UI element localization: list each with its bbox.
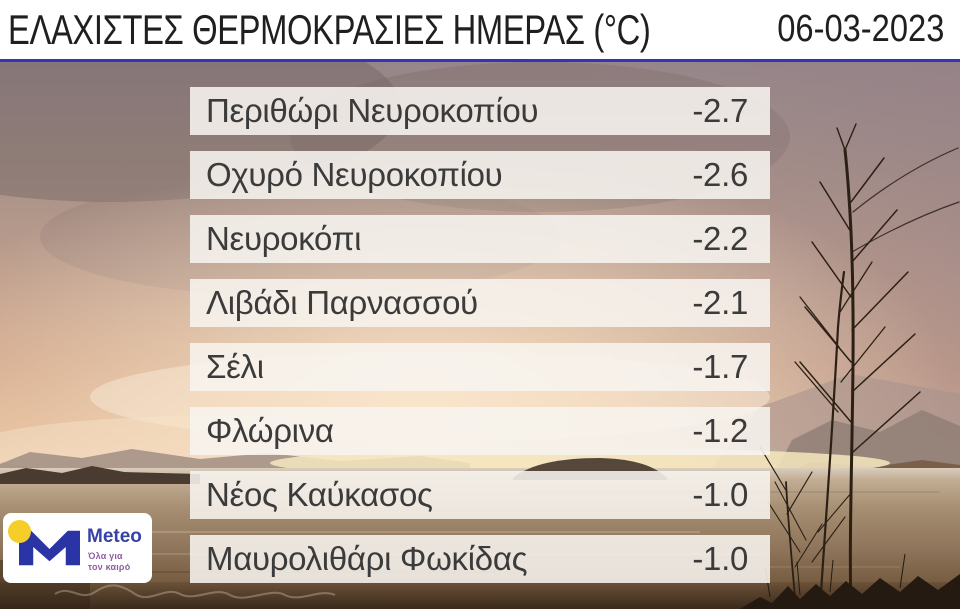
temperature-value: -1.2 <box>692 412 748 449</box>
watermark-script <box>54 584 336 599</box>
date-label: 06-03-2023 <box>776 8 944 50</box>
temperature-value: -1.0 <box>692 476 748 513</box>
station-name: Μαυρολιθάρι Φωκίδας <box>206 540 528 577</box>
page-title: ΕΛΑΧΙΣΤΕΣ ΘΕΡΜΟΚΡΑΣΙΕΣ ΗΜΕΡΑΣ (°C) <box>8 6 651 53</box>
header-bar: ΕΛΑΧΙΣΤΕΣ ΘΕΡΜΟΚΡΑΣΙΕΣ ΗΜΕΡΑΣ (°C) 06-03… <box>0 0 960 59</box>
meteo-logo: Meteo Όλα για τον καιρό <box>3 513 152 583</box>
temperature-row: Μαυρολιθάρι Φωκίδας -1.0 <box>190 535 770 583</box>
meteo-sun-icon <box>8 520 31 543</box>
temperature-value: -1.7 <box>692 348 748 385</box>
meteo-brand-text: Meteo <box>87 526 142 547</box>
temperature-row: Οχυρό Νευροκοπίου -2.6 <box>190 151 770 199</box>
meteo-tagline-line2: τον καιρό <box>88 562 131 572</box>
station-name: Νευροκόπι <box>206 220 362 257</box>
station-name: Νέος Καύκασος <box>206 476 433 513</box>
temperature-row: Σέλι -1.7 <box>190 343 770 391</box>
station-name: Φλώρινα <box>206 412 334 449</box>
temperature-row: Φλώρινα -1.2 <box>190 407 770 455</box>
temperature-value: -1.0 <box>692 540 748 577</box>
station-name: Λιβάδι Παρνασσού <box>206 284 478 321</box>
station-name: Περιθώρι Νευροκοπίου <box>206 92 539 129</box>
temperature-row: Νευροκόπι -2.2 <box>190 215 770 263</box>
header-divider <box>0 59 960 62</box>
meteo-m-icon <box>19 530 80 566</box>
temperature-value: -2.7 <box>692 92 748 129</box>
temperature-value: -2.1 <box>692 284 748 321</box>
station-name: Οχυρό Νευροκοπίου <box>206 156 503 193</box>
temperature-value: -2.6 <box>692 156 748 193</box>
temperature-list: Περιθώρι Νευροκοπίου -2.7 Οχυρό Νευροκοπίο… <box>190 87 770 599</box>
temperature-row: Νέος Καύκασος -1.0 <box>190 471 770 519</box>
meteo-tagline-line1: Όλα για <box>88 551 123 561</box>
temperature-row: Λιβάδι Παρνασσού -2.1 <box>190 279 770 327</box>
temperature-row: Περιθώρι Νευροκοπίου -2.7 <box>190 87 770 135</box>
station-name: Σέλι <box>206 348 264 385</box>
temperature-value: -2.2 <box>692 220 748 257</box>
